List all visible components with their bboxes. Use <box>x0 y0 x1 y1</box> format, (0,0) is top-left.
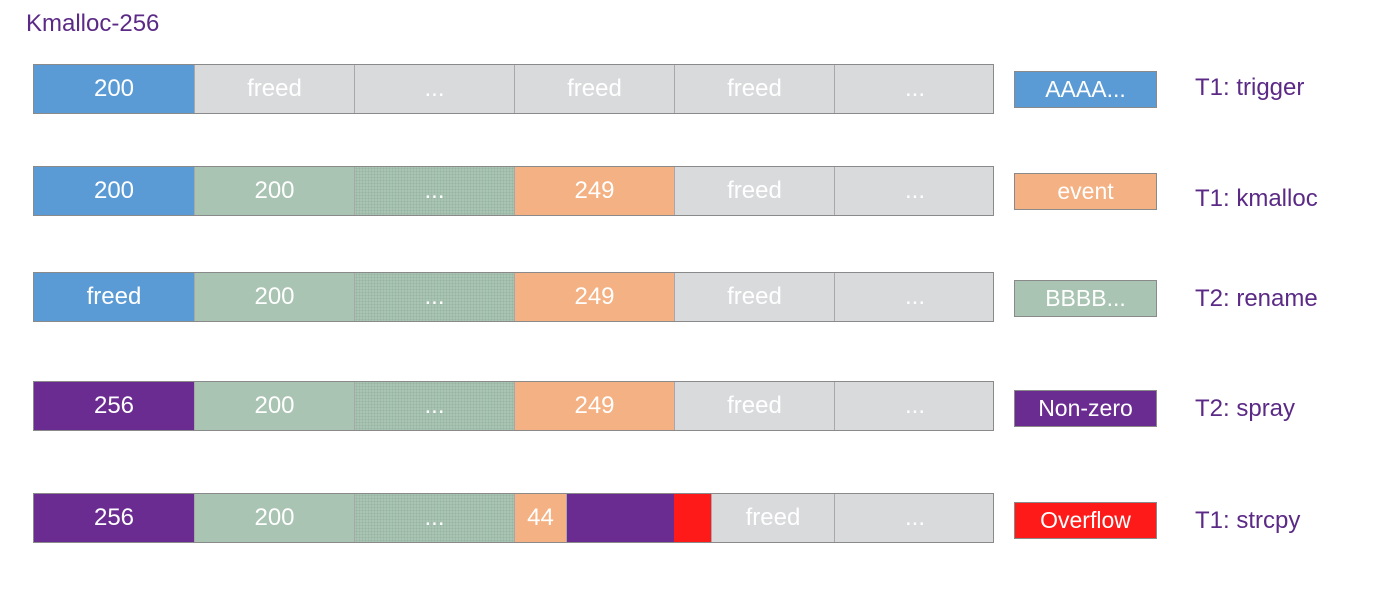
slab-slot: ... <box>835 167 993 215</box>
slab-slot: 200 <box>195 273 355 321</box>
slab-bar: 256 200 ... 44 freed ... <box>33 493 994 543</box>
legend-box: Non-zero <box>1014 390 1157 427</box>
slab-slot: freed <box>195 65 355 113</box>
step-label: T2: rename <box>1195 285 1318 312</box>
slab-slot: ... <box>835 494 993 542</box>
legend-box: Overflow <box>1014 502 1157 539</box>
slab-slot: ... <box>355 494 515 542</box>
step-label: T1: strcpy <box>1195 507 1301 534</box>
slab-slot: 44 <box>515 494 567 542</box>
slab-bar: 200 200 ... 249 freed ... <box>33 166 994 216</box>
slab-slot: freed <box>675 273 835 321</box>
slab-slot: freed <box>34 273 195 321</box>
overflow-data-segment <box>567 494 674 542</box>
slab-slot: 249 <box>515 273 675 321</box>
step-label: T1: kmalloc <box>1195 185 1318 212</box>
slab-slot: 256 <box>34 494 195 542</box>
slab-slot: ... <box>835 273 993 321</box>
slab-bar: freed 200 ... 249 freed ... <box>33 272 994 322</box>
slab-slot: ... <box>835 382 993 430</box>
overflow-segment <box>674 494 712 542</box>
slab-bar: 256 200 ... 249 freed ... <box>33 381 994 431</box>
legend-box: BBBB... <box>1014 280 1157 317</box>
slab-slot: freed <box>675 167 835 215</box>
slab-slot: ... <box>355 273 515 321</box>
slab-slot: 200 <box>34 65 195 113</box>
slab-slot: freed <box>675 65 835 113</box>
slab-slot: freed <box>515 65 675 113</box>
slab-slot: ... <box>355 382 515 430</box>
step-label: T2: spray <box>1195 395 1296 422</box>
legend-box: event <box>1014 173 1157 210</box>
slab-slot: ... <box>355 65 515 113</box>
slab-bar: 200 freed ... freed freed ... <box>33 64 994 114</box>
slab-slot: 200 <box>195 167 355 215</box>
slab-slot: 200 <box>195 382 355 430</box>
slab-slot: freed <box>712 494 835 542</box>
slab-slot: 200 <box>195 494 355 542</box>
slab-slot: 200 <box>34 167 195 215</box>
slab-slot: 249 <box>515 382 675 430</box>
slab-slot: 256 <box>34 382 195 430</box>
diagram-title: Kmalloc-256 <box>26 10 160 37</box>
slab-slot: 249 <box>515 167 675 215</box>
legend-box: AAAA... <box>1014 71 1157 108</box>
slab-slot: ... <box>835 65 993 113</box>
step-label: T1: trigger <box>1195 74 1305 101</box>
slab-slot: ... <box>355 167 515 215</box>
slab-slot: freed <box>675 382 835 430</box>
